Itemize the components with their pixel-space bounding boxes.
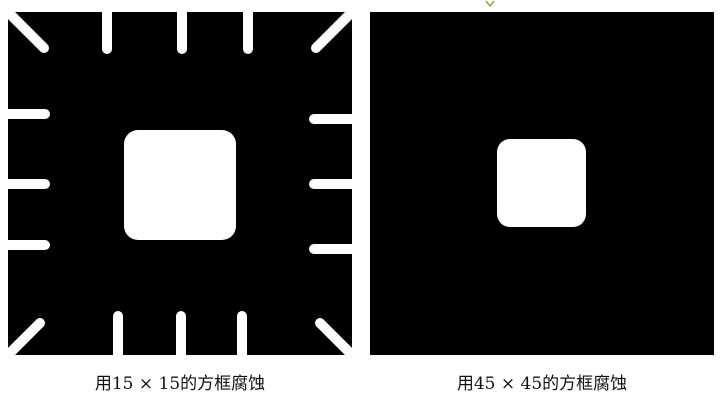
figure-erosion-15x15 bbox=[8, 12, 352, 355]
top-notch bbox=[243, 12, 253, 54]
left-notch bbox=[8, 240, 50, 250]
left-notch bbox=[8, 109, 50, 119]
corner-slot-top-left bbox=[8, 12, 49, 53]
right-notch bbox=[309, 244, 352, 254]
corner-slot-top-right bbox=[311, 12, 352, 53]
bottom-notch bbox=[176, 311, 186, 355]
top-notch bbox=[102, 12, 112, 54]
center-square bbox=[497, 139, 586, 227]
bottom-notch bbox=[113, 311, 123, 355]
corner-slot-bottom-left bbox=[8, 318, 45, 355]
eroded-image-15x15 bbox=[8, 12, 352, 355]
eroded-image-45x45 bbox=[370, 12, 714, 355]
caption-right: 用45 × 45的方框腐蚀 bbox=[456, 374, 628, 394]
figure-erosion-45x45 bbox=[370, 12, 714, 355]
left-notch bbox=[8, 179, 50, 189]
right-notch bbox=[309, 179, 352, 189]
center-square bbox=[124, 130, 236, 240]
right-notch bbox=[309, 114, 352, 124]
corner-slot-bottom-right bbox=[315, 318, 352, 355]
caption-left: 用15 × 15的方框腐蚀 bbox=[94, 374, 266, 394]
stray-mark bbox=[485, 0, 495, 8]
top-notch bbox=[177, 12, 187, 54]
bottom-notch bbox=[237, 311, 247, 355]
